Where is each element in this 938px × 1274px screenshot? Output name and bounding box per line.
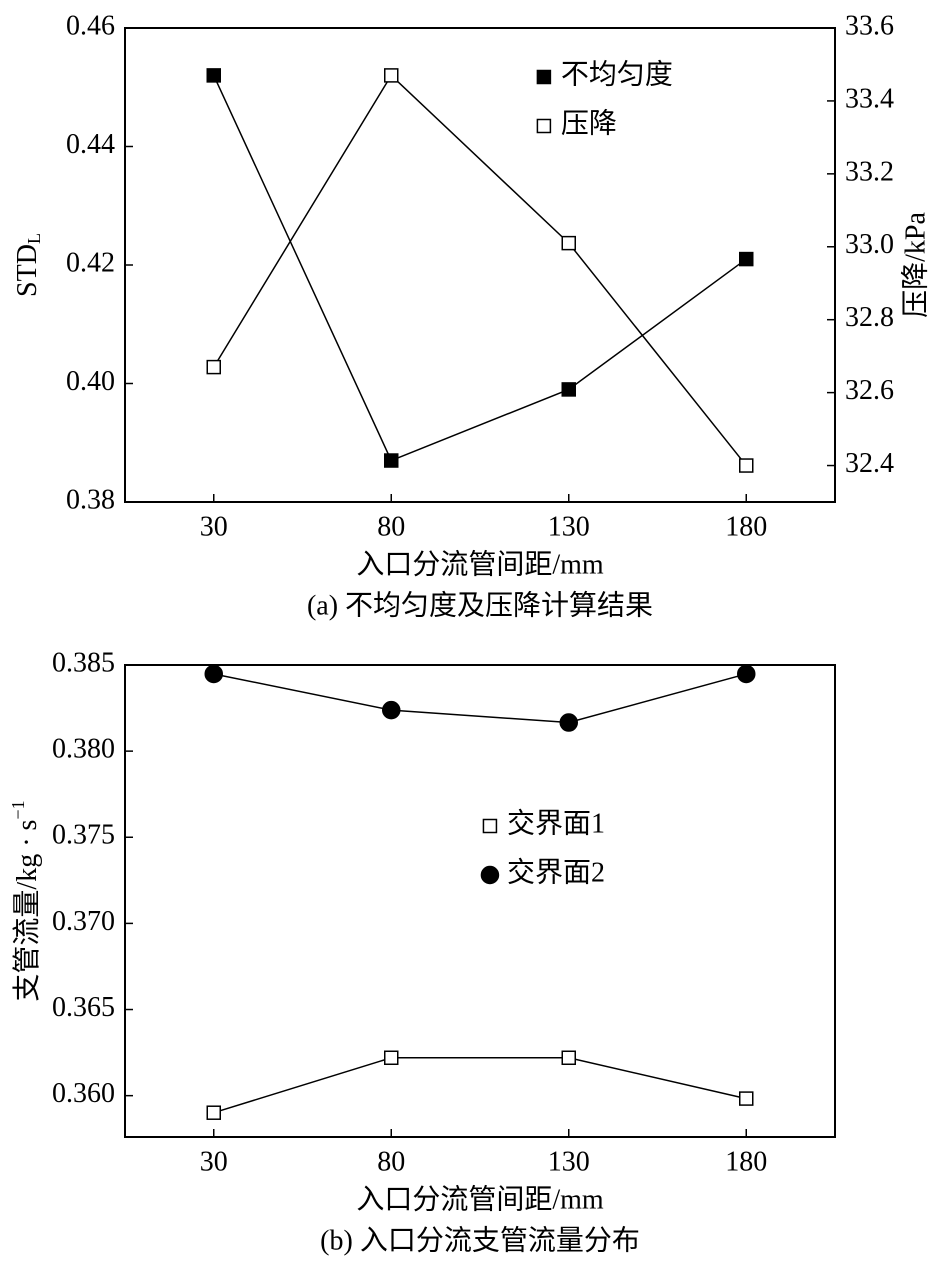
marker <box>559 713 578 732</box>
y-axis-label-text: STD <box>12 244 43 297</box>
x-axis-label: 入口分流管间距/mm <box>356 548 604 580</box>
y2-tick-label: 32.6 <box>845 375 894 406</box>
marker <box>739 458 754 473</box>
y-tick-label: 0.370 <box>52 906 115 937</box>
y2-tick-label: 32.8 <box>845 302 894 333</box>
y-tick-label: 0.360 <box>52 1078 115 1109</box>
y-axis-label-text: 支管流量/kg · s <box>11 820 43 1002</box>
series-line <box>213 74 747 467</box>
marker <box>384 68 399 83</box>
marker <box>382 700 401 720</box>
caption: (a) 不均匀度及压降计算结果 <box>307 589 653 621</box>
series-line <box>213 673 747 724</box>
y2-axis-label: 压降/kPa <box>899 212 931 318</box>
y-tick-label: 0.46 <box>66 10 115 41</box>
y2-tick-label: 33.6 <box>845 10 894 41</box>
y-tick-label: 0.44 <box>66 129 115 160</box>
marker <box>384 453 399 468</box>
y-tick-label: 0.385 <box>52 647 115 678</box>
y-axis-label: STDL <box>12 233 44 297</box>
marker <box>561 235 576 251</box>
marker <box>739 1091 754 1106</box>
marker <box>737 664 756 684</box>
y-tick-label: 0.375 <box>52 820 115 851</box>
legend-label: 交界面1 <box>507 807 605 839</box>
x-tick-label: 30 <box>200 511 228 542</box>
marker <box>384 1050 399 1066</box>
caption: (b) 入口分流支管流量分布 <box>320 1224 640 1256</box>
legend-marker <box>536 69 552 85</box>
y-axis-label: 支管流量/kg · s−1 <box>8 800 43 1001</box>
x-tick-label: 80 <box>377 1146 405 1177</box>
x-tick-label: 180 <box>725 1146 767 1177</box>
marker <box>739 251 754 267</box>
plot-frame <box>124 27 836 503</box>
plot-frame <box>124 664 836 1138</box>
legend-marker <box>480 865 500 885</box>
marker <box>206 1105 221 1120</box>
x-tick-label: 30 <box>200 1146 228 1177</box>
y-tick-label: 0.42 <box>66 247 115 278</box>
y-axis-label-sub: L <box>24 233 44 244</box>
y2-tick-label: 33.0 <box>845 229 894 260</box>
x-tick-label: 130 <box>548 511 590 542</box>
y-tick-label: 0.365 <box>52 992 115 1023</box>
y-tick-label: 0.40 <box>66 366 115 397</box>
marker <box>206 359 221 375</box>
y-tick-label: 0.380 <box>52 734 115 765</box>
x-tick-label: 130 <box>548 1146 590 1177</box>
y2-tick-label: 33.4 <box>845 83 894 114</box>
legend-label: 压降 <box>561 107 617 139</box>
y2-tick-label: 32.4 <box>845 448 894 479</box>
legend-label: 交界面2 <box>507 856 605 888</box>
series-line <box>213 75 747 462</box>
marker <box>204 664 223 684</box>
x-tick-label: 180 <box>725 511 767 542</box>
legend-marker <box>482 818 498 834</box>
y2-tick-label: 33.2 <box>845 156 894 187</box>
x-tick-label: 80 <box>377 511 405 542</box>
marker <box>561 382 576 397</box>
series-line <box>213 1057 747 1114</box>
legend-marker <box>536 118 552 134</box>
x-axis-label: 入口分流管间距/mm <box>356 1183 604 1215</box>
y-axis-label-sup: −1 <box>8 800 28 819</box>
marker <box>561 1050 576 1066</box>
y-tick-label: 0.38 <box>66 484 115 515</box>
legend-label: 不均匀度 <box>561 58 673 90</box>
marker <box>206 68 221 83</box>
